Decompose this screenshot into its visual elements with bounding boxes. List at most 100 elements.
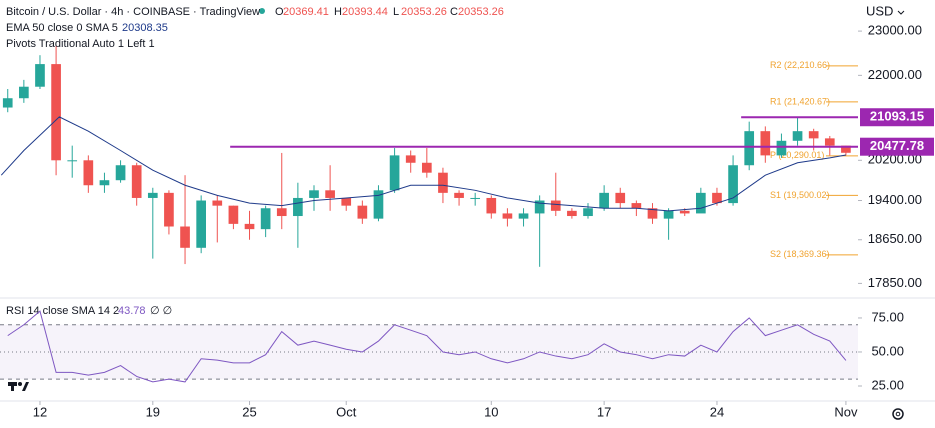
- candle-body: [309, 190, 319, 198]
- candle-body: [260, 208, 271, 230]
- ema-legend: EMA 50 close 0 SMA 5: [6, 22, 118, 34]
- ohlc-value: 20393.44: [342, 6, 388, 18]
- y-tick-label: 17850.00: [868, 275, 922, 290]
- x-tick-label: 19: [146, 404, 160, 419]
- candle-body: [212, 200, 223, 206]
- rsi-legend: RSI 14 close SMA 14 2: [6, 305, 119, 317]
- y-tick-label: 19400.00: [868, 192, 922, 207]
- ohlc-label: H: [334, 6, 342, 18]
- level-badge: [860, 137, 934, 156]
- candle-body: [486, 197, 497, 214]
- rsi-legend-value: 43.78: [118, 305, 146, 317]
- level-badge: [860, 108, 934, 127]
- ohlc-value: 20369.41: [283, 6, 329, 18]
- ohlc-value: 20353.26: [401, 6, 447, 18]
- candle-body: [357, 205, 368, 219]
- candle-body: [808, 131, 819, 139]
- candle-body: [518, 213, 529, 219]
- level-badge-label: 21093.15: [870, 109, 924, 124]
- pivots-legend: Pivots Traditional Auto 1 Left 1: [6, 38, 155, 50]
- y-tick-label: 18650.00: [868, 231, 922, 246]
- candle-body: [615, 192, 626, 204]
- candle-body: [180, 226, 190, 248]
- x-tick-label: 24: [710, 404, 724, 419]
- y-tick-label: 25.00: [871, 377, 904, 392]
- candle-body: [276, 208, 287, 217]
- candle-body: [631, 203, 642, 209]
- ohlc-label: L: [393, 6, 399, 18]
- pivot-label: S2 (18,369.36): [770, 249, 830, 259]
- candle-body: [99, 180, 110, 186]
- candle-body: [341, 197, 352, 206]
- candle-body: [405, 155, 416, 163]
- candle-body: [583, 208, 593, 217]
- candle-body: [67, 160, 78, 162]
- candle-body: [115, 165, 126, 181]
- candle-body: [228, 205, 239, 224]
- candle-body: [389, 155, 400, 191]
- y-tick-label: 22000.00: [868, 67, 922, 82]
- candle-body: [164, 192, 174, 227]
- candle-body: [35, 64, 45, 87]
- candle-body: [421, 162, 432, 173]
- candle-body: [824, 138, 835, 146]
- candle-body: [470, 197, 481, 199]
- candle-body: [760, 131, 771, 156]
- status-dot: [259, 8, 265, 14]
- candle-body: [454, 192, 464, 198]
- x-tick-label: Oct: [336, 404, 357, 419]
- candle-body: [567, 210, 577, 217]
- candle-body: [51, 64, 61, 161]
- candle-body: [841, 145, 851, 153]
- ema-line: [0, 116, 846, 212]
- level-badge-label: 20477.78: [870, 138, 924, 153]
- candle-body: [373, 190, 384, 219]
- candle-body: [534, 200, 545, 214]
- candle-body: [293, 197, 303, 217]
- candle-body: [679, 210, 690, 214]
- x-tick-label: Nov: [834, 404, 858, 419]
- rsi-legend-extra: ∅ ∅: [150, 305, 172, 317]
- candle-body: [696, 192, 706, 214]
- chart-title: Bitcoin / U.S. Dollar · 4h · COINBASE · …: [6, 6, 260, 18]
- candle-body: [502, 213, 513, 219]
- currency[interactable]: USD: [866, 3, 893, 18]
- candle-body: [599, 192, 609, 209]
- pivot-label: R1 (21,420.67): [770, 96, 830, 106]
- ohlc-value: 20353.26: [458, 6, 504, 18]
- y-tick-label: 75.00: [871, 309, 904, 324]
- candle-body: [325, 190, 335, 198]
- candle-body: [19, 86, 29, 99]
- candle-body: [647, 208, 658, 219]
- ema-legend-value: 20308.35: [122, 22, 168, 34]
- candle-body: [438, 172, 448, 193]
- candle-body: [244, 223, 255, 230]
- ohlc-label: O: [275, 6, 284, 18]
- candle-body: [792, 131, 803, 141]
- candle-body: [196, 200, 206, 248]
- pivot-label: S1 (19,500.02): [770, 190, 830, 200]
- currency-caret[interactable]: [897, 10, 905, 15]
- candle-body: [2, 98, 13, 108]
- y-tick-label: 50.00: [871, 343, 904, 358]
- candle-body: [147, 192, 158, 198]
- pivot-label: P (20,290.01): [770, 150, 824, 160]
- x-tick-label: 12: [33, 404, 47, 419]
- tv-logo: [8, 382, 29, 391]
- candle-body: [712, 192, 722, 204]
- candle-body: [550, 200, 561, 211]
- candle-body: [663, 210, 674, 219]
- x-tick-label: 17: [597, 404, 611, 419]
- rsi-line: [7, 310, 847, 383]
- ohlc-label: C: [450, 6, 458, 18]
- x-tick-label: 10: [484, 404, 498, 419]
- pivot-label: R2 (22,210.66): [770, 60, 830, 70]
- y-tick-label: 23000.00: [868, 23, 922, 38]
- candle-body: [83, 160, 94, 186]
- candle-body: [728, 165, 738, 204]
- x-tick-label: 25: [242, 404, 256, 419]
- settings-icon[interactable]: [892, 408, 904, 420]
- candle-body: [744, 131, 755, 166]
- candle-body: [131, 165, 142, 198]
